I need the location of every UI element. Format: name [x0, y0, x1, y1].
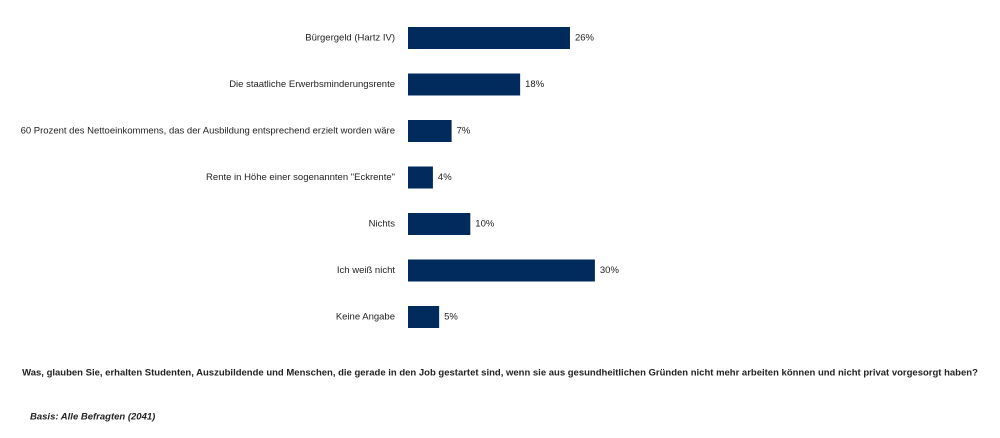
category-label: Keine Angabe — [336, 312, 395, 323]
value-label: 7% — [457, 126, 471, 137]
value-label: 26% — [575, 33, 595, 44]
bar — [408, 27, 570, 49]
value-label: 4% — [438, 172, 452, 183]
value-label: 30% — [600, 265, 620, 276]
bar — [408, 213, 471, 235]
category-label: Nichts — [369, 219, 396, 230]
basis-note: Basis: Alle Befragten (2041) — [30, 412, 155, 423]
bar — [408, 166, 433, 189]
bar — [408, 259, 595, 282]
bar — [408, 73, 521, 96]
category-label: Die staatliche Erwerbsminderungsrente — [229, 79, 395, 90]
category-label: Bürgergeld (Hartz IV) — [305, 33, 395, 44]
question: Was, glauben Sie, erhalten Studenten, Au… — [22, 368, 978, 379]
bar — [408, 306, 440, 328]
value-label: 5% — [444, 312, 458, 323]
bar — [408, 120, 452, 142]
category-label: Rente in Höhe einer sogenannten "Eckrent… — [206, 172, 395, 183]
value-label: 10% — [475, 219, 495, 230]
category-label: Ich weiß nicht — [337, 265, 395, 276]
value-label: 18% — [525, 79, 545, 90]
category-label: 60 Prozent des Nettoeinkommens, das der … — [21, 126, 395, 137]
